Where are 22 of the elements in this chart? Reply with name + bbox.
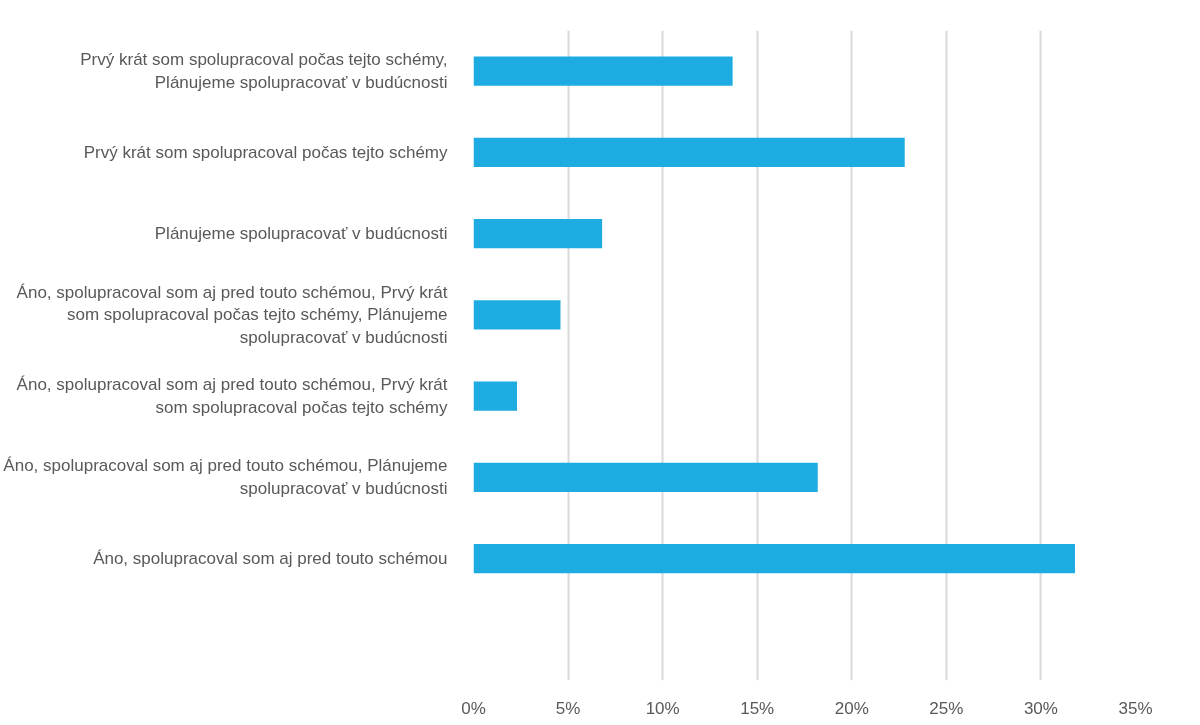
- x-tick-label: 5%: [555, 698, 581, 718]
- x-tick-label: 10%: [645, 698, 680, 718]
- bar: [473, 544, 1075, 574]
- x-tick-label: 35%: [1118, 698, 1153, 718]
- y-tick-label: Áno, spolupracoval som aj pred touto schémou, Prvý krát som spolupracoval počas tejto schémy: [16, 375, 448, 418]
- y-tick-label: Prvý krát som spolupracoval počas tejto schémy, Plánujeme spolupracovať v budúcnosti: [80, 50, 448, 93]
- y-tick-label: Plánujeme spolupracovať v budúcnosti: [154, 224, 448, 244]
- y-tick-label: Áno, spolupracoval som aj pred touto schémou, Prvý krát som spolupracoval počas tejto schémy, Plánujeme spolupracovať v budúcnosti: [16, 282, 448, 348]
- y-tick-label: Áno, spolupracoval som aj pred touto schémou, Plánujeme spolupracovať v budúcnosti: [3, 456, 448, 499]
- bar: [473, 137, 905, 167]
- y-tick-label: Áno, spolupracoval som aj pred touto schémou: [93, 549, 448, 569]
- bar: [473, 300, 561, 330]
- y-tick-label: Prvý krát som spolupracoval počas tejto schémy: [83, 142, 448, 162]
- x-tick-label: 0%: [461, 698, 486, 718]
- bar: [473, 56, 733, 86]
- bar: [473, 381, 517, 411]
- x-tick-label: 25%: [929, 698, 964, 718]
- x-tick-label: 20%: [834, 698, 869, 718]
- bar: [473, 462, 818, 492]
- x-tick-label: 15%: [740, 698, 775, 718]
- bar: [473, 219, 603, 249]
- x-tick-label: 30%: [1023, 698, 1058, 718]
